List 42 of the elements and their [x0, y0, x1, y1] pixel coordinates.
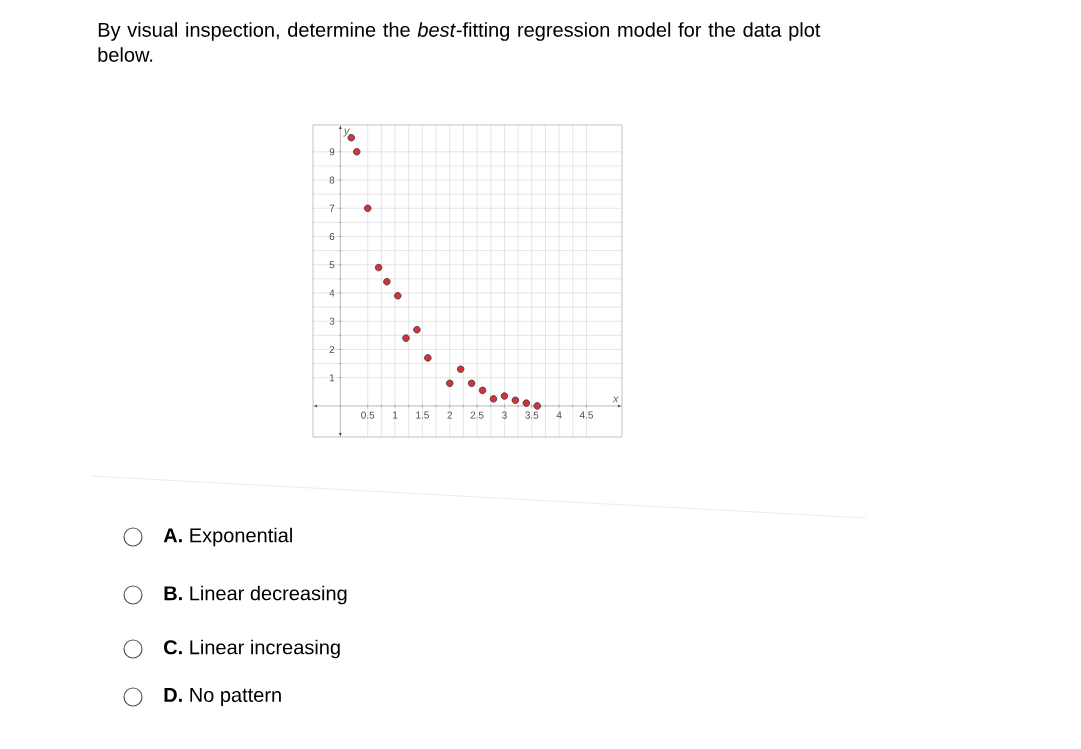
- y-tick-label: 6: [329, 232, 335, 241]
- text: C. Linear increasing: [164, 639, 340, 659]
- text: A. Exponential: [163, 527, 292, 547]
- y-tick-label: 7: [329, 204, 335, 212]
- y-tick-label: 1: [329, 374, 335, 382]
- point: [533, 402, 541, 410]
- point: [467, 379, 476, 388]
- text: D. No pattern: [164, 688, 281, 706]
- chart-title: By visual inspection, determine the best-fitting regression model for the data plot below.: [98, 22, 821, 62]
- x-tick-label: 4.5: [579, 411, 593, 419]
- y-tick-label: 5: [329, 261, 335, 269]
- point: [478, 386, 487, 395]
- point: [500, 392, 509, 400]
- y-tick-label: 3: [329, 317, 335, 325]
- text: B. Linear decreasing: [164, 585, 347, 605]
- x-tick-label: 3: [502, 411, 507, 419]
- y-tick-label: 4: [329, 289, 335, 297]
- point: [489, 395, 498, 403]
- point: [424, 354, 432, 362]
- point: [413, 325, 421, 334]
- x-tick-label: 2.5: [470, 411, 484, 419]
- point: [374, 263, 383, 272]
- x-tick-label: 0.5: [361, 411, 375, 419]
- point: [522, 399, 530, 407]
- point: [364, 204, 372, 212]
- x-axis-title: x: [612, 396, 619, 403]
- point: [353, 148, 361, 156]
- point: [383, 277, 391, 286]
- y-tick-label: 2: [329, 345, 335, 353]
- x-tick-label: 1.5: [416, 411, 429, 419]
- point: [456, 365, 465, 373]
- x-tick-label: 3.5: [525, 411, 539, 419]
- x-tick-label: 1: [393, 411, 398, 419]
- point: [402, 334, 410, 342]
- y-tick-label: 8: [329, 176, 335, 184]
- point: [511, 396, 520, 404]
- x-tick-label: 2: [447, 411, 453, 419]
- point: [446, 379, 454, 388]
- y-tick-label: 9: [329, 148, 335, 156]
- point: [394, 292, 402, 300]
- x-tick-label: 4: [556, 411, 562, 419]
- y-axis-title: y: [343, 128, 350, 137]
